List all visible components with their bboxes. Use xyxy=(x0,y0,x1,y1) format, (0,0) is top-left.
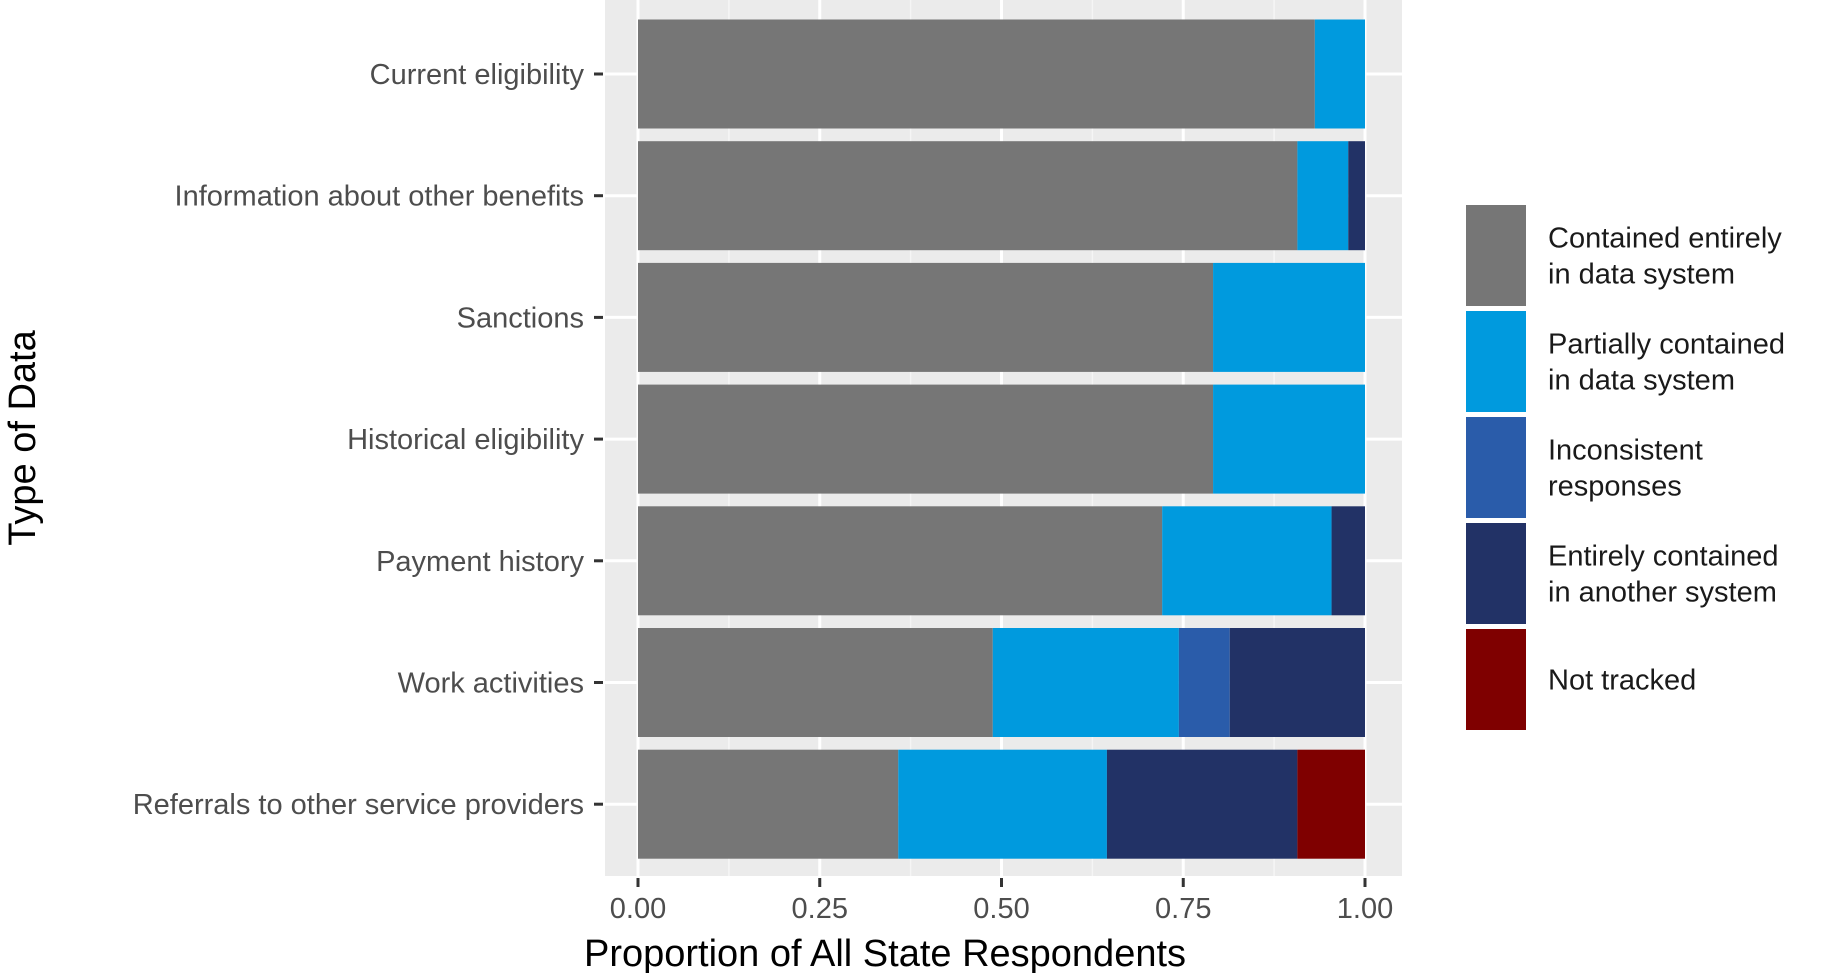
y-axis: Current eligibility Information about oth… xyxy=(133,59,603,821)
bar-segment xyxy=(1213,262,1365,372)
bar-segment xyxy=(638,262,1214,372)
y-tick-label: Current eligibility xyxy=(370,59,585,91)
bars xyxy=(638,19,1365,859)
x-tick-label: 0.75 xyxy=(1155,893,1211,925)
bar-segment xyxy=(992,628,1179,737)
bar-segment xyxy=(1331,506,1365,616)
legend-label-line: in another system xyxy=(1548,577,1777,609)
bar-segment xyxy=(1213,384,1365,494)
bar-segment xyxy=(898,749,1107,859)
x-axis: 0.00 0.25 0.50 0.75 1.00 xyxy=(610,878,1393,925)
y-tick-label: Work activities xyxy=(398,668,584,700)
legend-key xyxy=(1466,523,1526,624)
bar-segment xyxy=(638,506,1163,616)
x-tick-label: 0.25 xyxy=(792,893,848,925)
legend-label-line: Inconsistent xyxy=(1548,435,1703,467)
bar-segment xyxy=(1229,628,1365,737)
legend-label-line: Not tracked xyxy=(1548,665,1696,697)
x-tick-label: 1.00 xyxy=(1337,893,1393,925)
bar-segment xyxy=(1106,749,1298,859)
legend-label: Contained entirely in data system xyxy=(1548,223,1782,291)
legend-key xyxy=(1466,629,1526,730)
bar-segment xyxy=(1297,141,1349,251)
y-tick-label: Historical eligibility xyxy=(347,424,584,456)
bar-segment xyxy=(638,384,1214,494)
bar-segment xyxy=(1162,506,1332,616)
y-tick-label: Referrals to other service providers xyxy=(133,789,584,821)
bar-segment xyxy=(638,141,1298,251)
legend-label-line: responses xyxy=(1548,471,1682,503)
legend-label-line: Contained entirely xyxy=(1548,223,1782,255)
legend-label-line: in data system xyxy=(1548,259,1735,291)
y-axis-title: Type of Data xyxy=(2,329,44,545)
bar-segment xyxy=(1297,749,1365,859)
legend-label: Entirely contained in another system xyxy=(1548,541,1779,609)
y-tick-label: Payment history xyxy=(376,546,584,578)
y-tick-label: Sanctions xyxy=(457,302,584,334)
legend-label: Not tracked xyxy=(1548,665,1696,697)
x-tick-label: 0.00 xyxy=(610,893,666,925)
bar-segment xyxy=(1348,141,1365,251)
legend: Contained entirely in data systemPartiall… xyxy=(1466,205,1785,730)
bar-segment xyxy=(1314,19,1365,129)
legend-key xyxy=(1466,205,1526,306)
bar-segment xyxy=(638,628,993,737)
x-tick-label: 0.50 xyxy=(973,893,1029,925)
bar-segment xyxy=(1178,628,1230,737)
bar-segment xyxy=(638,19,1315,129)
legend-label: Inconsistent responses xyxy=(1548,435,1703,503)
legend-label-line: Partially contained xyxy=(1548,329,1785,361)
legend-label-line: Entirely contained xyxy=(1548,541,1779,573)
legend-key xyxy=(1466,417,1526,518)
x-axis-title: Proportion of All State Respondents xyxy=(584,933,1186,973)
legend-label: Partially contained in data system xyxy=(1548,329,1785,397)
bar-segment xyxy=(638,749,899,859)
y-tick-label: Information about other benefits xyxy=(175,181,584,213)
legend-key xyxy=(1466,311,1526,412)
legend-label-line: in data system xyxy=(1548,365,1735,397)
